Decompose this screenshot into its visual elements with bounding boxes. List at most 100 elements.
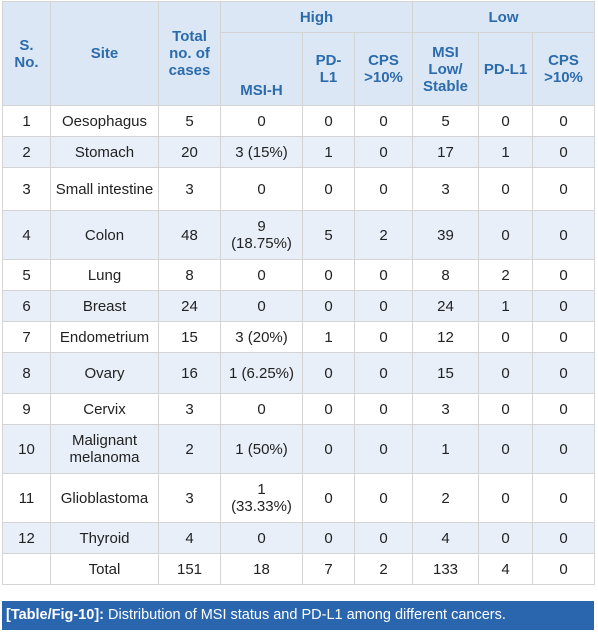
cell-site: Breast (50, 290, 159, 322)
cell-total: 20 (158, 136, 221, 168)
table-row: 4 Colon 48 9 (18.75%) 5 2 39 0 0 (2, 210, 595, 260)
table-row: 9 Cervix 3 0 0 0 3 0 0 (2, 393, 595, 425)
cell-sno: 11 (2, 473, 51, 523)
cell-msi-h: 0 (220, 105, 303, 137)
cell-msi-low: 12 (412, 321, 479, 353)
cell-pdl1-low: 0 (478, 167, 533, 211)
table-row: 10 Malignant melanoma 2 1 (50%) 0 0 1 0 … (2, 424, 595, 474)
cell-cps-low: 0 (532, 210, 595, 260)
header-group-low: Low (412, 1, 595, 33)
cell-cps-high: 0 (354, 290, 413, 322)
cell-cps-low: 0 (532, 424, 595, 474)
cell-cps-high: 0 (354, 167, 413, 211)
cell-msi-low: 15 (412, 352, 479, 394)
header-sub-row: MSI-H PD-L1 CPS >10% MSI Low/ Stable PD-… (2, 32, 595, 106)
cell-sno: 2 (2, 136, 51, 168)
header-sno: S. No. (2, 1, 51, 106)
cell-cps-low: 0 (532, 167, 595, 211)
cell-total: 4 (158, 522, 221, 554)
caption-ref: [Table/Fig-10]: (6, 607, 105, 623)
table-row: 3 Small intestine 3 0 0 0 3 0 0 (2, 167, 595, 211)
cell-pdl1-low: 1 (478, 136, 533, 168)
cell-pdl1-high: 5 (302, 210, 355, 260)
cell-msi-h: 0 (220, 259, 303, 291)
cell-total: 8 (158, 259, 221, 291)
cell-msi-low: 39 (412, 210, 479, 260)
cell-msi-h: 18 (220, 553, 303, 585)
cell-msi-h: 1 (33.33%) (220, 473, 303, 523)
cell-cps-low: 0 (532, 259, 595, 291)
header-site: Site (50, 1, 159, 106)
cell-total: 48 (158, 210, 221, 260)
cell-site: Total (50, 553, 159, 585)
cell-cps-high: 0 (354, 424, 413, 474)
cell-total: 3 (158, 167, 221, 211)
cell-pdl1-high: 0 (302, 522, 355, 554)
cell-pdl1-low: 0 (478, 105, 533, 137)
cell-pdl1-high: 0 (302, 290, 355, 322)
header-cps-low: CPS >10% (532, 32, 595, 106)
table-row: 2 Stomach 20 3 (15%) 1 0 17 1 0 (2, 136, 595, 168)
table-row: 7 Endometrium 15 3 (20%) 1 0 12 0 0 (2, 321, 595, 353)
cell-sno: 4 (2, 210, 51, 260)
cell-sno: 3 (2, 167, 51, 211)
cell-msi-low: 3 (412, 167, 479, 211)
cell-cps-low: 0 (532, 553, 595, 585)
cell-msi-h: 1 (50%) (220, 424, 303, 474)
cell-site: Lung (50, 259, 159, 291)
cell-total: 3 (158, 393, 221, 425)
cell-pdl1-low: 0 (478, 321, 533, 353)
header-total: Total no. of cases (158, 1, 221, 106)
table-header: S. No. Site Total no. of cases High Low … (2, 1, 595, 106)
table-caption: [Table/Fig-10]: Distribution of MSI stat… (2, 601, 594, 630)
header-group-row: S. No. Site Total no. of cases High Low (2, 1, 595, 106)
caption-text: Distribution of MSI status and PD-L1 amo… (108, 607, 506, 623)
table-row: 6 Breast 24 0 0 0 24 1 0 (2, 290, 595, 322)
cell-pdl1-low: 2 (478, 259, 533, 291)
cell-pdl1-high: 0 (302, 167, 355, 211)
cell-msi-h: 1 (6.25%) (220, 352, 303, 394)
msi-pdl1-table: S. No. Site Total no. of cases High Low … (2, 1, 595, 585)
cell-site: Malignant melanoma (50, 424, 159, 474)
cell-sno: 9 (2, 393, 51, 425)
cell-total: 151 (158, 553, 221, 585)
cell-sno: 10 (2, 424, 51, 474)
cell-cps-high: 2 (354, 553, 413, 585)
cell-sno: 12 (2, 522, 51, 554)
cell-cps-high: 0 (354, 473, 413, 523)
cell-cps-low: 0 (532, 473, 595, 523)
cell-pdl1-low: 0 (478, 424, 533, 474)
cell-total: 15 (158, 321, 221, 353)
cell-msi-h: 3 (15%) (220, 136, 303, 168)
cell-pdl1-high: 0 (302, 352, 355, 394)
cell-cps-low: 0 (532, 393, 595, 425)
cell-total: 5 (158, 105, 221, 137)
cell-msi-low: 4 (412, 522, 479, 554)
header-pdl1-low: PD-L1 (478, 32, 533, 106)
cell-pdl1-low: 0 (478, 393, 533, 425)
cell-cps-high: 0 (354, 522, 413, 554)
table-row: 5 Lung 8 0 0 0 8 2 0 (2, 259, 595, 291)
cell-sno: 5 (2, 259, 51, 291)
cell-msi-low: 133 (412, 553, 479, 585)
cell-cps-high: 0 (354, 393, 413, 425)
cell-total: 16 (158, 352, 221, 394)
cell-sno: 8 (2, 352, 51, 394)
cell-pdl1-high: 1 (302, 136, 355, 168)
cell-pdl1-high: 0 (302, 105, 355, 137)
cell-site: Glioblastoma (50, 473, 159, 523)
cell-msi-h: 0 (220, 522, 303, 554)
table-row: 11 Glioblastoma 3 1 (33.33%) 0 0 2 0 0 (2, 473, 595, 523)
cell-pdl1-high: 0 (302, 393, 355, 425)
table-row: 12 Thyroid 4 0 0 0 4 0 0 (2, 522, 595, 554)
cell-cps-low: 0 (532, 290, 595, 322)
cell-cps-high: 0 (354, 136, 413, 168)
header-msi-h: MSI-H (220, 32, 303, 106)
cell-cps-low: 0 (532, 352, 595, 394)
cell-pdl1-high: 0 (302, 473, 355, 523)
cell-msi-low: 24 (412, 290, 479, 322)
cell-site: Endometrium (50, 321, 159, 353)
cell-sno: 7 (2, 321, 51, 353)
cell-cps-low: 0 (532, 105, 595, 137)
